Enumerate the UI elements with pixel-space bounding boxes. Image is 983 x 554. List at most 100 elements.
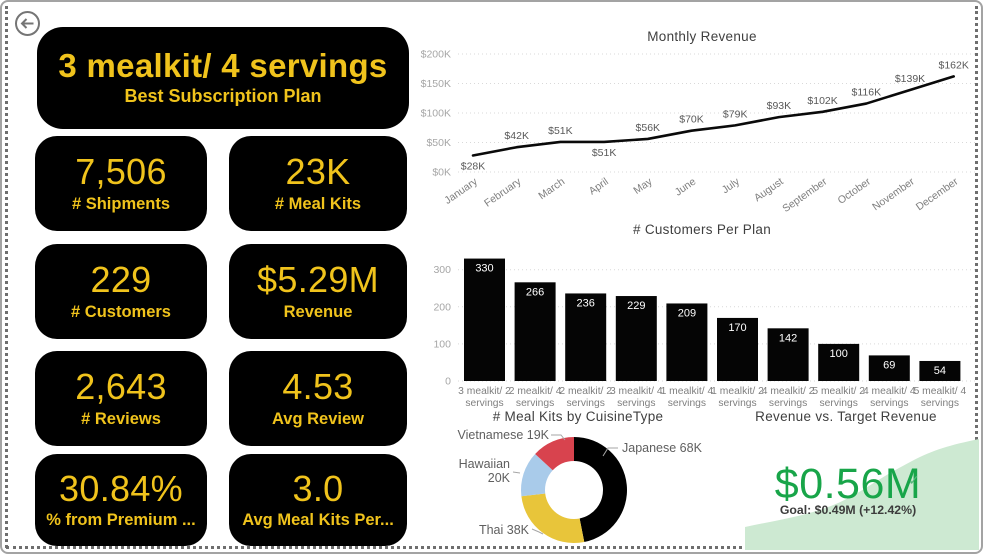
bar-7[interactable] <box>818 343 860 381</box>
x-axis-month-label: March <box>536 176 567 203</box>
card-value: $5.29M <box>257 259 379 301</box>
bar-2[interactable] <box>565 293 607 381</box>
x-axis-month-label: January <box>442 175 480 207</box>
bar-data-label: 142 <box>779 332 797 344</box>
card-value: 7,506 <box>75 151 167 193</box>
card-customers[interactable]: 229 # Customers <box>35 244 207 339</box>
card-label: Avg Review <box>271 409 364 428</box>
bar-category-label: 2 mealkit/ 4 <box>509 386 562 397</box>
bar-data-label: 100 <box>830 348 848 360</box>
card-value: 229 <box>90 259 152 301</box>
card-label: % from Premium ... <box>46 511 196 530</box>
donut-label-japanese: Japanese 68K <box>622 441 703 455</box>
bar-chart-title: # Customers Per Plan <box>632 222 772 237</box>
kpi-area-chart[interactable] <box>745 423 979 550</box>
bar-category-label: 1 mealkit/ 2 <box>711 386 764 397</box>
card-premium-pct[interactable]: 30.84% % from Premium ... <box>35 454 207 546</box>
x-axis-month-label: December <box>914 175 961 213</box>
bar-category-label: 5 mealkit/ 4 <box>914 386 967 397</box>
card-label: # Customers <box>71 302 171 321</box>
bar-category-label: 3 mealkit/ 4 <box>610 386 663 397</box>
bar-category-label: 4 mealkit/ 2 <box>762 386 815 397</box>
x-axis-month-label: June <box>673 176 699 199</box>
bar-6[interactable] <box>767 328 809 381</box>
bar-category-label: servings <box>769 398 807 409</box>
back-button[interactable] <box>14 10 41 37</box>
y-axis-tick: $150K <box>421 78 451 90</box>
line-data-label: $139K <box>895 73 925 85</box>
donut-label-hawaiian: 20K <box>488 471 511 485</box>
bar-4[interactable] <box>666 303 708 381</box>
bar-0[interactable] <box>464 258 505 381</box>
card-label: # Meal Kits <box>274 194 362 213</box>
bar-data-label: 54 <box>934 365 946 377</box>
kpi-goal-text: Goal: $0.49M (+12.42%) <box>779 503 917 517</box>
line-data-label: $56K <box>636 122 661 134</box>
x-axis-month-label: August <box>752 176 786 205</box>
bar-1[interactable] <box>514 282 556 381</box>
revenue-line[interactable] <box>471 75 956 157</box>
donut-slice-japanese[interactable] <box>574 437 627 542</box>
card-avg-review[interactable]: 4.53 Avg Review <box>229 351 407 446</box>
bar-category-label: 1 mealkit/ 4 <box>661 386 714 397</box>
line-data-label: $28K <box>461 160 486 172</box>
x-axis-month-label: April <box>587 176 611 198</box>
y-axis-tick: $200K <box>421 49 451 61</box>
y-axis-tick: $100K <box>421 108 451 120</box>
best-plan-card[interactable]: 3 mealkit/ 4 servings Best Subscription … <box>37 27 409 129</box>
donut-slice-thai[interactable] <box>521 493 585 543</box>
donut-chart-title: # Meal Kits by CuisineType <box>492 409 664 424</box>
line-data-label: $102K <box>807 95 837 107</box>
bar-category-label: 4 mealkit/ 4 <box>863 386 916 397</box>
x-axis-month-label: November <box>870 175 917 213</box>
best-plan-value: 3 mealkit/ 4 servings <box>58 47 388 85</box>
card-label: # Reviews <box>81 409 161 428</box>
donut-slice-hawaiian[interactable] <box>521 453 553 497</box>
card-label: Revenue <box>283 302 353 321</box>
line-data-label: $70K <box>679 114 704 126</box>
card-label: # Shipments <box>71 194 171 213</box>
card-label: Avg Meal Kits Per... <box>242 511 394 530</box>
card-avg-meal-kits[interactable]: 3.0 Avg Meal Kits Per... <box>229 454 407 546</box>
y-axis-tick: 0 <box>445 376 451 388</box>
line-data-label: $51K <box>592 147 617 159</box>
monthly-revenue-chart[interactable]: $0K $50K $100K $150K $200K $28K January $42K Feb… <box>420 42 980 224</box>
line-data-label: $162K <box>939 59 969 71</box>
y-axis-tick: $50K <box>426 137 451 149</box>
bar-category-label: servings <box>567 398 605 409</box>
back-arrow-icon <box>15 11 40 36</box>
y-axis-tick: 300 <box>433 264 451 276</box>
donut-label-vietnamese: Vietnamese 19K <box>458 428 550 442</box>
check-icon: ✓ <box>908 472 920 488</box>
bar-category-label: servings <box>820 398 858 409</box>
x-axis-month-label: September <box>780 175 829 215</box>
bar-data-label: 236 <box>577 297 595 309</box>
bar-9[interactable] <box>919 360 961 381</box>
bar-5[interactable] <box>717 317 758 381</box>
card-shipments[interactable]: 7,506 # Shipments <box>35 136 207 231</box>
x-axis-month-label: February <box>482 175 524 209</box>
bar-category-label: servings <box>617 398 655 409</box>
bar-data-label: 266 <box>526 286 544 298</box>
kpi-area-shape <box>745 439 979 550</box>
bar-data-label: 209 <box>678 307 696 319</box>
donut-slice-vietnamese[interactable] <box>535 437 574 471</box>
line-data-label: $42K <box>504 130 529 142</box>
bar-8[interactable] <box>868 355 910 381</box>
bar-3[interactable] <box>615 296 657 381</box>
card-revenue[interactable]: $5.29M Revenue <box>229 244 407 339</box>
bar-category-label: servings <box>668 398 706 409</box>
card-meal-kits[interactable]: 23K # Meal Kits <box>229 136 407 231</box>
bar-category-label: 5 mealkit/ 2 <box>812 386 865 397</box>
bar-data-label: 229 <box>627 300 645 312</box>
donut-label-thai: Thai 38K <box>479 523 530 537</box>
x-axis-month-label: July <box>720 175 743 196</box>
bar-category-label: 2 mealkit/ 2 <box>559 386 612 397</box>
bar-category-label: servings <box>516 398 554 409</box>
line-data-label: $79K <box>723 108 748 120</box>
selection-border-left <box>5 6 8 548</box>
card-reviews[interactable]: 2,643 # Reviews <box>35 351 207 446</box>
